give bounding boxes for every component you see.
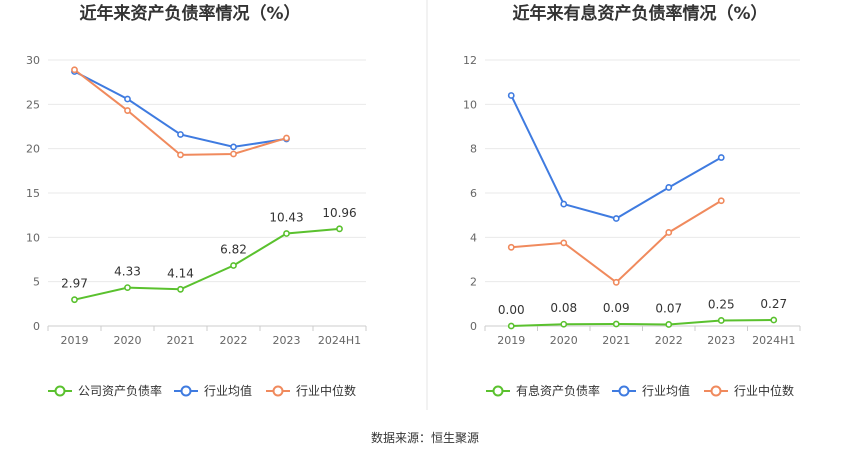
chart1-data-point (124, 95, 131, 103)
chart1-legend-label: 行业均值 (204, 383, 252, 398)
chart2-y-tick-label: 4 (470, 231, 477, 244)
chart1-y-tick-label: 15 (26, 187, 40, 200)
chart1-x-tick-label: 2023 (273, 334, 301, 347)
chart2-data-label: 0.00 (498, 303, 525, 317)
chart1-data-point (177, 285, 184, 293)
chart2-legend-marker (618, 385, 630, 397)
chart1-data-point (124, 284, 131, 292)
chart1-data-point (177, 131, 184, 138)
chart2-x-tick-label: 2024H1 (752, 334, 795, 347)
chart1-data-label: 4.33 (114, 265, 141, 279)
chart1-data-point (71, 66, 78, 74)
chart2-y-tick-label: 6 (470, 187, 477, 200)
chart1-legend-marker (180, 385, 192, 397)
chart2-title: 近年来有息资产负债率情况（%） (512, 3, 767, 24)
chart1-series-line (74, 227, 340, 301)
chart1-legend-label: 行业中位数 (296, 383, 356, 398)
chart2-y-tick-label: 0 (470, 320, 477, 333)
chart1-x-tick-label: 2020 (114, 334, 142, 347)
chart1-y-tick-label: 25 (26, 98, 40, 111)
chart2-y-tick-label: 12 (463, 54, 477, 67)
chart2-x-tick-label: 2021 (602, 334, 630, 347)
chart2-data-point (560, 320, 568, 328)
chart2-data-point (717, 197, 725, 205)
chart2-data-label: 0.09 (603, 301, 630, 315)
chart1-data-point (283, 230, 290, 237)
chart1-data-point (230, 150, 237, 158)
chart1-data-label: 6.82 (220, 243, 247, 257)
chart1-data-point (71, 296, 78, 304)
chart2-legend-marker (492, 385, 504, 397)
chart1-y-tick-label: 0 (33, 320, 40, 333)
chart1-y-tick-label: 20 (26, 143, 40, 156)
chart1-data-label: 10.43 (269, 211, 303, 225)
chart2-data-point (612, 320, 620, 328)
chart2-data-point (717, 317, 725, 324)
chart1-legend-marker (54, 385, 66, 397)
chart2-data-point (507, 92, 515, 99)
chart2-data-label: 0.25 (708, 297, 735, 311)
chart1-data-label: 2.97 (61, 277, 88, 291)
chart2-x-tick-label: 2022 (655, 334, 683, 347)
chart2-data-point (560, 200, 568, 208)
chart2-data-point (560, 239, 568, 247)
chart2-x-tick-label: 2020 (550, 334, 578, 347)
chart1-data-point (230, 143, 237, 151)
chart2-data-label: 0.27 (760, 297, 787, 311)
chart1-data-label: 10.96 (322, 206, 356, 220)
chart2-data-point (717, 154, 725, 161)
chart1-x-tick-label: 2022 (220, 334, 248, 347)
chart1-data-point (230, 262, 237, 269)
source-note: 数据来源：恒生聚源 (371, 430, 479, 445)
chart2-data-point (612, 278, 620, 286)
chart2-legend-marker (710, 385, 722, 397)
chart2-series-line (511, 319, 774, 327)
chart1-data-point (336, 225, 343, 233)
chart1-legend-label: 公司资产负债率 (78, 383, 162, 398)
chart2-series-line (510, 95, 722, 220)
chart2-y-tick-label: 2 (470, 276, 477, 289)
chart2-y-tick-label: 10 (463, 98, 477, 111)
chart2-legend-label: 行业中位数 (734, 383, 794, 398)
chart1-y-tick-label: 5 (33, 276, 40, 289)
chart1-y-tick-label: 10 (26, 231, 40, 244)
chart2-data-point (665, 229, 673, 236)
chart1-x-tick-label: 2019 (61, 334, 89, 347)
chart1-title: 近年来资产负债率情况（%） (79, 3, 300, 24)
chart2-legend-label: 行业均值 (642, 383, 690, 398)
chart1-data-point (124, 107, 131, 114)
chart1-data-point (177, 151, 184, 159)
chart2-data-label: 0.08 (550, 301, 577, 315)
chart2-data-point (665, 321, 673, 328)
chart1-y-tick-label: 30 (26, 54, 40, 67)
chart1-data-label: 4.14 (167, 266, 194, 280)
chart2-series-line (511, 199, 722, 284)
chart2-data-point (665, 184, 673, 191)
chart2-data-point (507, 322, 515, 330)
chart1-x-tick-label: 2021 (167, 334, 195, 347)
chart2-legend-label: 有息资产负债率 (516, 383, 600, 398)
chart2-data-point (612, 215, 620, 222)
chart1-x-tick-label: 2024H1 (318, 334, 361, 347)
chart2-x-tick-label: 2019 (497, 334, 525, 347)
chart2-data-point (770, 316, 778, 324)
chart2-x-tick-label: 2023 (707, 334, 735, 347)
chart1-series-line (73, 68, 287, 156)
chart2-data-label: 0.07 (655, 301, 682, 315)
chart1-legend-marker (272, 385, 284, 397)
chart2-data-point (507, 243, 515, 251)
chart1-data-point (283, 134, 290, 142)
chart2-y-tick-label: 8 (470, 143, 477, 156)
